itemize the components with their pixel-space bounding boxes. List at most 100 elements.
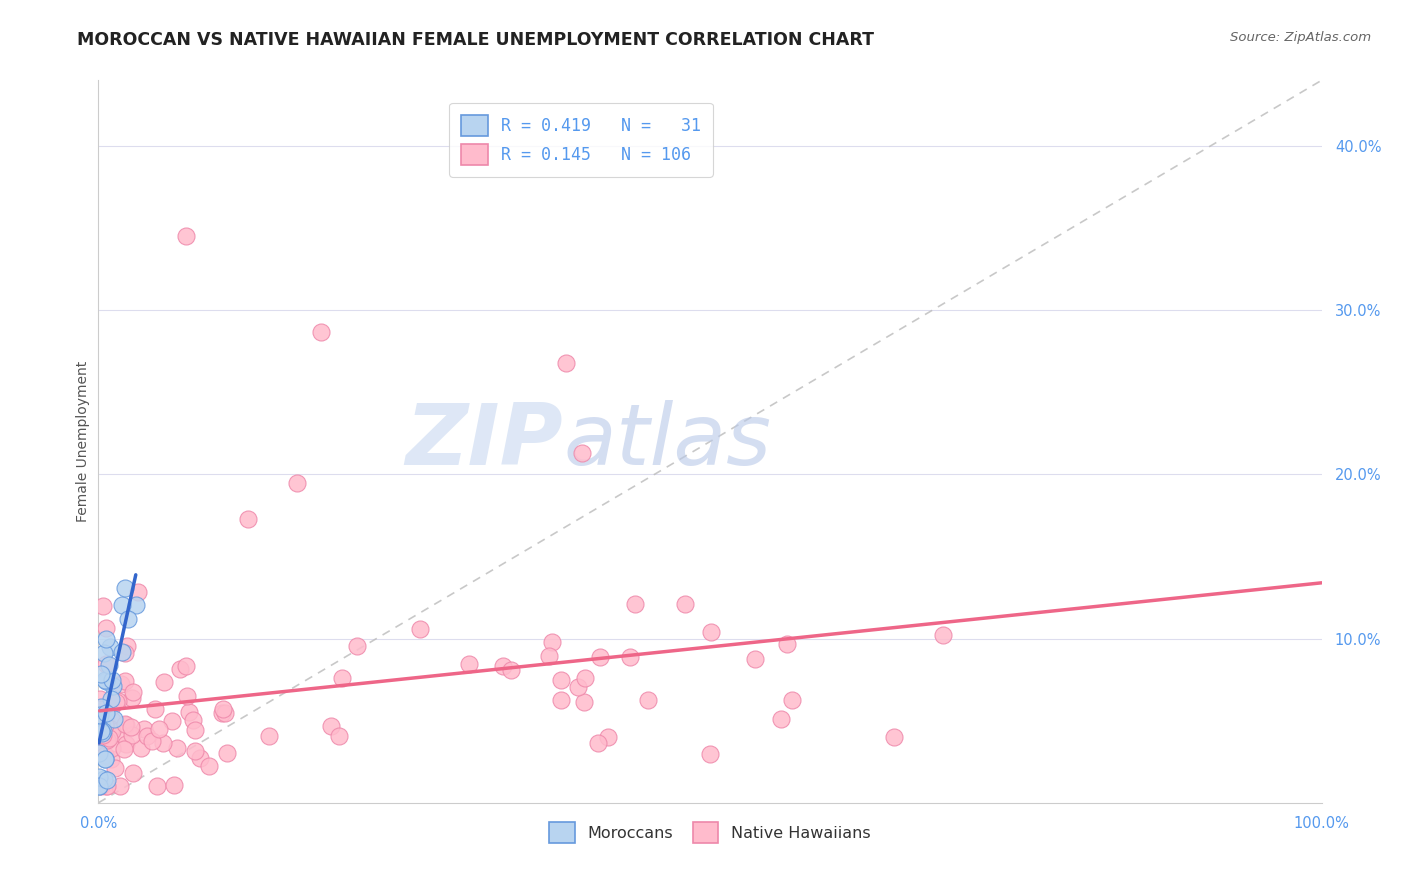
Point [112, 742, 135, 756]
Point [883, 730, 905, 744]
Point [319, 719, 342, 733]
Point [108, 780, 131, 794]
Point [104, 761, 127, 775]
Y-axis label: Female Unemployment: Female Unemployment [76, 361, 90, 522]
Point [174, 659, 197, 673]
Point [125, 598, 148, 612]
Point [103, 712, 125, 726]
Point [107, 694, 129, 708]
Point [114, 717, 136, 731]
Point [637, 692, 659, 706]
Point [101, 673, 124, 687]
Point [94, 621, 117, 635]
Point [744, 652, 766, 666]
Point [782, 693, 804, 707]
Point [100, 740, 122, 755]
Point [176, 690, 198, 704]
Point [212, 701, 235, 715]
Point [541, 635, 564, 649]
Point [91, 599, 114, 613]
Point [96, 773, 118, 788]
Point [98, 640, 121, 654]
Point [586, 736, 609, 750]
Point [90, 780, 112, 794]
Point [619, 649, 641, 664]
Point [89, 770, 111, 784]
Point [492, 659, 515, 673]
Point [114, 718, 136, 732]
Point [98, 658, 121, 673]
Point [176, 229, 198, 244]
Point [87, 780, 110, 794]
Point [623, 597, 645, 611]
Point [135, 729, 157, 743]
Point [110, 677, 132, 691]
Point [94, 706, 117, 720]
Point [108, 726, 131, 740]
Point [285, 475, 308, 490]
Point [146, 780, 169, 794]
Point [932, 628, 955, 642]
Point [408, 622, 430, 636]
Point [177, 705, 200, 719]
Text: MOROCCAN VS NATIVE HAWAIIAN FEMALE UNEMPLOYMENT CORRELATION CHART: MOROCCAN VS NATIVE HAWAIIAN FEMALE UNEMP… [77, 31, 875, 49]
Point [121, 728, 143, 742]
Point [163, 778, 186, 792]
Point [211, 706, 233, 720]
Point [132, 722, 155, 736]
Point [153, 674, 176, 689]
Point [117, 639, 139, 653]
Point [100, 752, 122, 766]
Point [571, 446, 593, 460]
Point [769, 712, 792, 726]
Point [98, 731, 121, 745]
Point [100, 722, 122, 736]
Point [89, 780, 111, 794]
Text: atlas: atlas [564, 400, 772, 483]
Point [114, 581, 136, 595]
Point [328, 729, 350, 743]
Point [94, 657, 117, 672]
Point [236, 512, 259, 526]
Point [90, 717, 112, 731]
Point [104, 695, 127, 709]
Point [93, 717, 115, 731]
Point [215, 747, 238, 761]
Point [94, 718, 117, 732]
Point [550, 693, 572, 707]
Point [598, 730, 620, 744]
Point [550, 673, 572, 688]
Point [90, 723, 112, 738]
Text: ZIP: ZIP [405, 400, 564, 483]
Point [94, 711, 117, 725]
Point [87, 747, 110, 761]
Point [141, 733, 163, 747]
Point [567, 680, 589, 694]
Point [188, 750, 211, 764]
Point [93, 646, 115, 660]
Point [184, 744, 207, 758]
Point [554, 356, 576, 370]
Point [120, 720, 142, 734]
Point [90, 667, 112, 681]
Point [457, 657, 479, 671]
Point [574, 671, 596, 685]
Point [96, 780, 118, 794]
Point [103, 680, 125, 694]
Point [346, 640, 368, 654]
Point [117, 612, 139, 626]
Point [129, 741, 152, 756]
Point [121, 690, 143, 705]
Point [101, 698, 124, 713]
Point [181, 714, 204, 728]
Point [330, 671, 353, 685]
Text: Source: ZipAtlas.com: Source: ZipAtlas.com [1230, 31, 1371, 45]
Point [91, 723, 114, 738]
Point [111, 598, 134, 612]
Point [100, 692, 122, 706]
Point [111, 645, 134, 659]
Point [166, 741, 188, 756]
Point [90, 699, 112, 714]
Point [114, 674, 136, 689]
Point [183, 723, 205, 737]
